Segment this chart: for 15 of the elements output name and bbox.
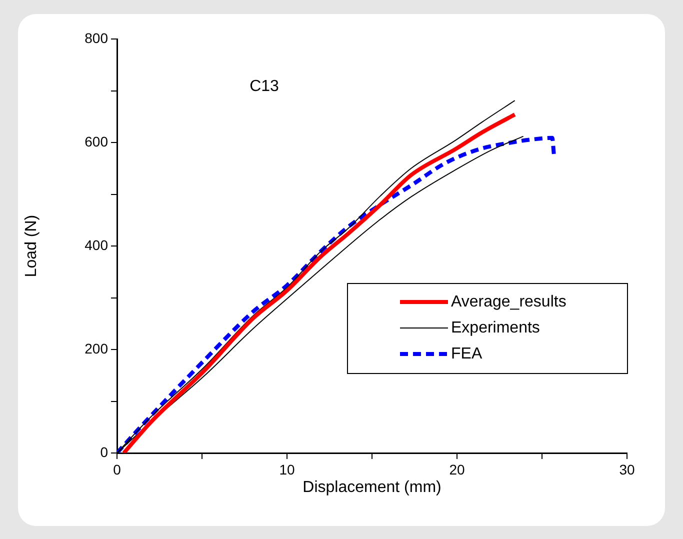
x-tick-label: 30 [619,461,635,478]
y-axis-title: Load (N) [23,214,40,278]
y-tick-label: 400 [84,236,108,253]
x-axis-title: Displacement (mm) [302,478,442,496]
y-tick-label: 800 [84,30,108,46]
x-tick-label: 0 [113,461,122,478]
x-tick-label: 20 [449,461,465,478]
x-tick-label: 10 [279,461,295,478]
legend-label: Experiments [451,319,540,336]
legend-label: Average_results [451,293,566,310]
annotation: C13 [250,78,280,96]
y-tick-label: 0 [100,444,108,460]
y-tick-label: 200 [84,340,108,356]
y-tick-label: 600 [84,133,108,150]
legend-label: FEA [451,345,482,362]
